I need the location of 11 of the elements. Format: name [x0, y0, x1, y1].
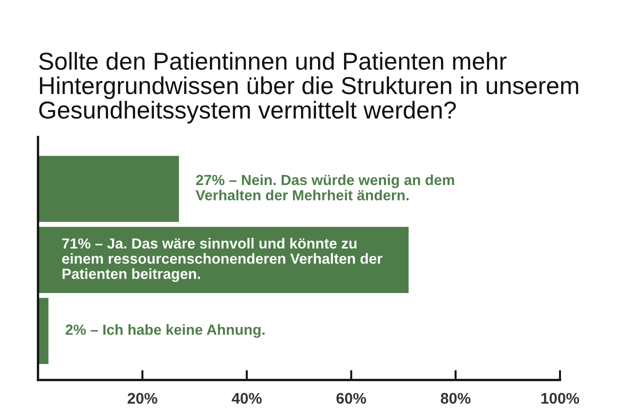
x-tick-label: 80% [440, 392, 470, 404]
data-label: 2% – Ich habe keine Ahnung. [66, 324, 265, 338]
x-tick-label: 100% [541, 392, 580, 404]
x-tick-label: 40% [232, 392, 262, 404]
bar [38, 156, 179, 222]
bar [38, 298, 48, 364]
data-label: 27% – Nein. Das würde wenig an dem Verhalten der Mehrheit ändern. [196, 174, 454, 200]
data-label: 71% – Ja. Das wäre sinnvoll und könnte zu einem ressourcenschonenderen Verhalten der Patienten beitragen. [62, 238, 382, 282]
x-tick-label: 20% [128, 392, 158, 404]
x-tick-label: 60% [336, 392, 366, 404]
chart-title: Sollte den Patientinnen und Patienten mehr Hintergrundwissen über die Strukturen in unserem Gesundheitssystem vermittelt werden? [39, 52, 578, 124]
